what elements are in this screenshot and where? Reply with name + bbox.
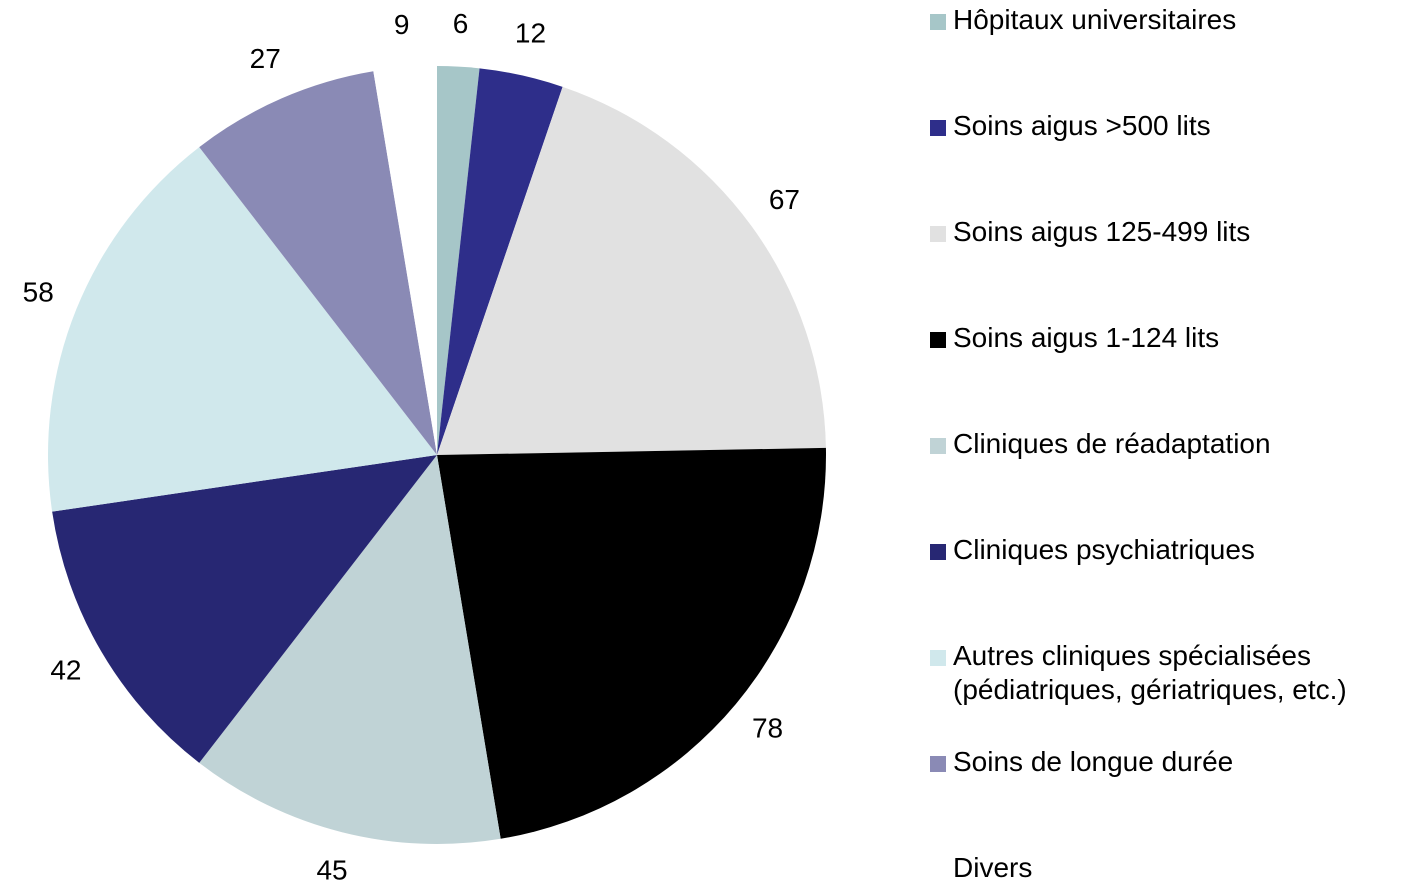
pie-slice [199, 71, 437, 455]
legend-label: Cliniques de réadaptation [953, 428, 1271, 459]
legend-swatch [930, 756, 946, 772]
legend-line: Soins aigus 125-499 lits [953, 216, 1250, 247]
legend-swatch [930, 226, 946, 242]
data-label: 58 [23, 276, 54, 307]
legend-swatch [930, 862, 946, 878]
pie-slice [48, 147, 437, 512]
legend-line: Cliniques psychiatriques [953, 534, 1255, 565]
pie-slice [437, 447, 826, 839]
legend-line: Divers [953, 852, 1032, 883]
legend-swatch [930, 14, 946, 30]
data-label: 27 [250, 43, 281, 74]
legend-label: Soins de longue durée [953, 746, 1233, 777]
legend-line: Autres cliniques spécialisées [953, 640, 1311, 671]
pie-slice [437, 68, 563, 455]
pie-slice [52, 455, 437, 763]
data-label: 6 [453, 8, 469, 39]
legend-swatch [930, 650, 946, 666]
pie-slice [437, 86, 826, 455]
legend-label: Cliniques psychiatriques [953, 534, 1255, 565]
legend-swatch [930, 120, 946, 136]
legend-swatch [930, 438, 946, 454]
legend-label: Divers [953, 852, 1032, 883]
legend-label: Soins aigus 125-499 lits [953, 216, 1250, 247]
data-label: 67 [769, 184, 800, 215]
pie-slice [199, 455, 501, 844]
legend-line: Soins aigus 1-124 lits [953, 322, 1219, 353]
legend-swatch [930, 332, 946, 348]
legend-label: Autres cliniques spécialisées (pédiatriqu… [953, 640, 1347, 705]
data-label: 45 [316, 854, 347, 885]
data-label: 9 [394, 9, 410, 40]
data-label: 78 [752, 712, 783, 743]
legend-label: Hôpitaux universitaires [953, 4, 1236, 35]
pie-slice [373, 66, 437, 455]
legend-line: Soins de longue durée [953, 746, 1233, 777]
legend-swatch [930, 544, 946, 560]
legend-label: Soins aigus >500 lits [953, 110, 1211, 141]
legend-line: Soins aigus >500 lits [953, 110, 1211, 141]
legend-line: (pédiatriques, gériatriques, etc.) [953, 674, 1347, 705]
legend-label: Soins aigus 1-124 lits [953, 322, 1219, 353]
data-label: 42 [50, 655, 81, 686]
pie-slice [437, 66, 480, 455]
data-label: 12 [515, 18, 546, 49]
legend-line: Cliniques de réadaptation [953, 428, 1271, 459]
legend-line: Hôpitaux universitaires [953, 4, 1236, 35]
